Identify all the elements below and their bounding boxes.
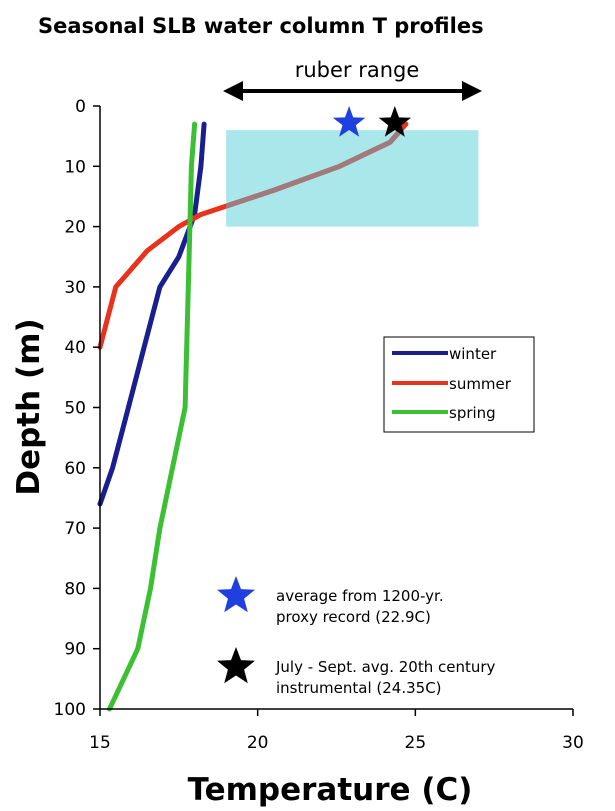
- y-tick-label: 20: [64, 218, 86, 238]
- black-star-icon: [217, 647, 255, 684]
- y-tick-label: 90: [64, 640, 86, 660]
- series-layer: [97, 121, 409, 712]
- legend-label-summer: summer: [449, 375, 512, 393]
- y-tick-label: 70: [64, 519, 86, 539]
- y-tick-label: 80: [64, 579, 86, 599]
- ticks-layer: 15 20 25 30 0 10 20 30 40 50 60 70 80 90 100: [54, 97, 584, 753]
- y-tick-label: 30: [64, 278, 86, 298]
- y-tick-label: 0: [75, 97, 86, 117]
- ruber-range-arrow-left-head: [223, 81, 243, 101]
- y-tick-label: 100: [54, 700, 86, 720]
- y-tick-label: 60: [64, 459, 86, 479]
- ruber-range-arrow-right-head: [462, 81, 482, 101]
- blue-star-icon: [217, 576, 255, 613]
- proxy-note-line-2: proxy record (22.9C): [276, 608, 431, 626]
- instrumental-note-line-2: instrumental (24.35C): [276, 679, 442, 697]
- chart-title: Seasonal SLB water column T profiles: [38, 14, 484, 38]
- x-tick-label: 20: [247, 733, 269, 753]
- ruber-range-label: ruber range: [295, 58, 420, 82]
- y-tick-label: 50: [64, 399, 86, 419]
- legend-label-spring: spring: [449, 404, 496, 422]
- legend: winter summer spring: [383, 336, 535, 433]
- markers-layer: [332, 106, 411, 137]
- ruber-range-region: [226, 130, 479, 227]
- x-tick-label: 15: [89, 733, 111, 753]
- series-line-winter: [97, 121, 207, 507]
- x-tick-label: 30: [562, 733, 584, 753]
- series-line-summer-in-range: [226, 130, 404, 209]
- proxy-note-line-1: average from 1200-yr.: [276, 587, 444, 605]
- marker-notes: average from 1200-yr. proxy record (22.9…: [217, 576, 496, 697]
- ruber-range-annotation: ruber range: [223, 58, 482, 101]
- series-line-spring: [107, 121, 198, 712]
- proxy-star-marker: [332, 106, 366, 137]
- y-tick-label: 10: [64, 157, 86, 177]
- x-axis-title: Temperature (C): [188, 772, 473, 808]
- instrumental-note-line-1: July - Sept. avg. 20th century: [275, 658, 496, 676]
- instrumental-star-marker: [378, 106, 411, 137]
- legend-label-winter: winter: [449, 345, 497, 363]
- y-tick-label: 40: [64, 338, 86, 358]
- y-axis-title: Depth (m): [11, 318, 47, 495]
- x-tick-label: 25: [405, 733, 427, 753]
